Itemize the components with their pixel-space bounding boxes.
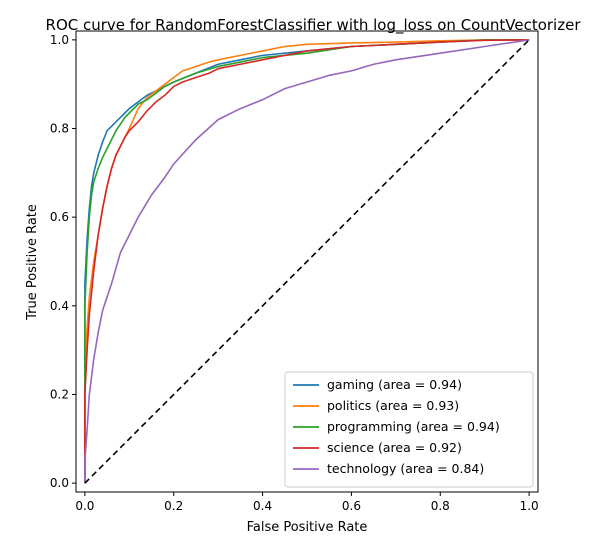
series-lines bbox=[84, 39, 530, 484]
y-tick-label: 0.8 bbox=[50, 122, 69, 136]
y-tick-label: 0.2 bbox=[50, 387, 69, 401]
y-tick-label: 0.4 bbox=[50, 299, 69, 313]
series-line-2 bbox=[84, 39, 530, 484]
chart-title: ROC curve for RandomForestClassifier wit… bbox=[46, 16, 582, 35]
x-tick-label: 0.6 bbox=[342, 499, 361, 513]
x-tick-label: 0.0 bbox=[75, 499, 94, 513]
legend-box bbox=[284, 371, 534, 488]
legend-entry-0: gaming (area = 0.94) bbox=[327, 377, 462, 392]
y-tick-label: 0.0 bbox=[50, 476, 69, 490]
legend: gaming (area = 0.94) politics (area = 0.9… bbox=[284, 371, 534, 488]
x-tick-label: 0.4 bbox=[253, 499, 272, 513]
axes-frame bbox=[75, 30, 539, 493]
series-line-4 bbox=[84, 39, 530, 484]
legend-entry-3: science (area = 0.92) bbox=[327, 440, 462, 455]
y-tick-label: 1.0 bbox=[50, 33, 69, 47]
legend-entry-4: technology (area = 0.84) bbox=[327, 461, 484, 476]
reference-diagonal-line bbox=[84, 39, 530, 484]
y-axis-label: True Positive Rate bbox=[25, 204, 40, 321]
x-tick-label: 0.2 bbox=[164, 499, 183, 513]
x-axis-label: False Positive Rate bbox=[247, 520, 368, 535]
x-tick-label: 1.0 bbox=[520, 499, 539, 513]
series-line-3 bbox=[84, 39, 530, 484]
y-tick-label: 0.6 bbox=[50, 210, 69, 224]
plot-area: 0.0 0.2 0.4 0.6 0.8 1.0 0.0 0.2 0.4 0.6 0.8 1.0 bbox=[50, 30, 539, 513]
legend-entry-2: programming (area = 0.94) bbox=[327, 419, 500, 434]
legend-entry-1: politics (area = 0.93) bbox=[327, 398, 459, 413]
x-tick-label: 0.8 bbox=[431, 499, 450, 513]
